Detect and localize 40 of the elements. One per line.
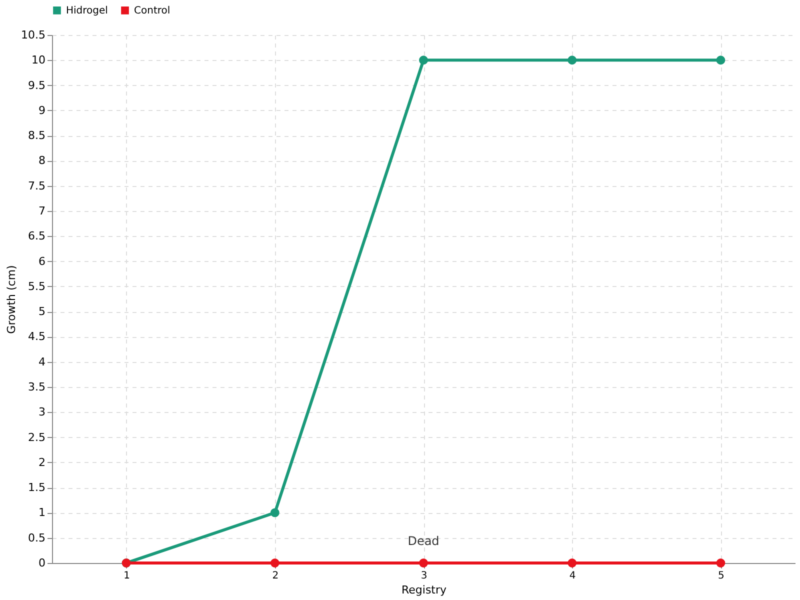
x-tick-label: 5 <box>718 570 724 582</box>
y-tick-label: 2.5 <box>28 430 46 444</box>
y-tick-label: 5 <box>38 305 46 318</box>
y-tick-label: 7.5 <box>28 179 46 192</box>
point <box>270 508 280 518</box>
point <box>419 56 428 65</box>
y-tick-label: 3 <box>38 406 46 419</box>
point <box>270 558 280 568</box>
point <box>716 56 726 65</box>
y-tick-label: 10.5 <box>21 28 46 42</box>
x-tick-label: 2 <box>272 570 279 582</box>
y-tick-label: 6 <box>38 254 46 268</box>
y-axis-title: Growth (cm) <box>5 265 18 334</box>
y-tick-label: 1.5 <box>28 481 46 494</box>
x-tick-label: 1 <box>124 570 130 582</box>
y-tick-label: 9 <box>38 104 46 117</box>
annotation: Dead <box>408 534 440 548</box>
x-axis-title: Registry <box>401 584 448 596</box>
point <box>568 56 577 65</box>
legend-label: Hidrogel <box>66 5 108 16</box>
y-tick-label: 8 <box>38 154 46 168</box>
y-tick-label: 0 <box>38 556 46 570</box>
y-tick-label: 4.5 <box>28 330 46 344</box>
y-tick-label: 8.5 <box>28 129 46 142</box>
x-tick-label: 3 <box>420 570 428 582</box>
legend-label: Control <box>134 5 170 16</box>
y-tick-label: 5.5 <box>28 280 46 293</box>
point <box>568 558 577 568</box>
y-tick-label: 6.5 <box>28 230 46 243</box>
y-tick-label: 7 <box>38 204 46 218</box>
point <box>419 558 428 568</box>
point <box>716 558 726 568</box>
y-tick-label: 3.5 <box>28 380 46 394</box>
y-tick-label: 4 <box>38 355 46 368</box>
y-tick-label: 9.5 <box>28 78 46 92</box>
y-tick-label: 1 <box>38 506 46 520</box>
y-tick-label: 10 <box>32 54 46 67</box>
y-tick-label: 0.5 <box>28 531 46 544</box>
x-tick-label: 4 <box>569 570 576 582</box>
y-tick-label: 2 <box>38 456 46 469</box>
